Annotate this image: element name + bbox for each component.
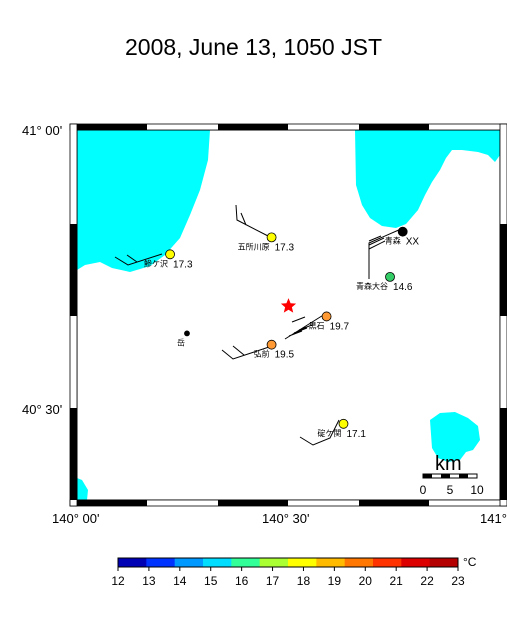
station-name: 青森大谷	[356, 281, 388, 291]
station-marker: 五所川原 17.3	[238, 232, 295, 253]
station-name: 弘前	[254, 349, 270, 359]
temperature-colorbar: 12 13 14 15 16 17 18 19 20 21 22 23 °C	[111, 555, 476, 588]
station-marker: 青森大谷 14.6	[356, 271, 413, 293]
colorbar-segment	[203, 558, 232, 567]
station-dot	[165, 249, 175, 260]
station-value: 19.7	[330, 321, 350, 332]
map-title: 2008, June 13, 1050 JST	[124, 34, 383, 60]
station-name: 鰺ケ沢	[144, 258, 168, 268]
colorbar-segment	[231, 558, 261, 567]
colorbar-tick-label: 17	[266, 574, 280, 588]
scale-bar: km 0 5 10	[420, 453, 484, 497]
water	[77, 130, 500, 500]
station-dot	[321, 311, 332, 322]
station-dot	[266, 232, 277, 243]
colorbar-segment	[146, 558, 176, 567]
station-dot	[184, 330, 190, 337]
colorbar-tick-label: 19	[328, 574, 342, 588]
station-value: 19.5	[275, 350, 295, 361]
station-dot	[338, 418, 349, 429]
lon-label-141: 141°	[480, 511, 507, 526]
colorbar-segment	[373, 558, 402, 567]
colorbar-unit: °C	[463, 555, 477, 569]
station-value: 17.3	[275, 242, 295, 253]
station-dot	[385, 271, 395, 282]
colorbar-tick-label: 14	[173, 574, 187, 588]
station-value: XX	[406, 237, 420, 248]
epicenter-star-icon	[280, 298, 297, 313]
scale-tick-10: 10	[470, 483, 484, 497]
colorbar-tick-label: 23	[451, 574, 465, 588]
lon-label-140: 140° 00'	[52, 511, 99, 526]
scale-tick-0: 0	[420, 483, 427, 497]
colorbar-gradient	[118, 558, 459, 567]
colorbar-segment	[429, 558, 459, 567]
station-name: 碇ケ関	[317, 428, 341, 438]
colorbar-ticks: 12 13 14 15 16 17 18 19 20 21 22 23	[111, 567, 465, 588]
colorbar-tick-label: 22	[420, 574, 434, 588]
station-marker: 岳	[177, 330, 190, 347]
station-name: 岳	[177, 337, 185, 347]
station-marker: 青森 XX	[385, 226, 420, 248]
lat-label-41: 41° 00'	[22, 123, 62, 138]
scale-unit: km	[435, 453, 462, 475]
station-marker: 黒石 19.7	[309, 311, 350, 332]
lon-label-140-30: 140° 30'	[262, 511, 309, 526]
station-name: 黒石	[309, 321, 325, 330]
colorbar-segment	[174, 558, 204, 567]
station-value: 14.6	[393, 282, 413, 293]
stations-layer: 五所川原 17.3 鰺ケ沢 17.3 青森 XX 青森大谷 14.6 黒石 19.7 弘前 19.5 碇…	[144, 226, 420, 440]
colorbar-segment	[288, 558, 317, 567]
station-value: 17.1	[346, 429, 366, 440]
colorbar-segment	[316, 558, 346, 567]
scale-tick-5: 5	[447, 483, 454, 497]
station-dot	[266, 339, 277, 350]
lat-label-40-30: 40° 30'	[22, 402, 62, 417]
colorbar-tick-label: 18	[297, 574, 311, 588]
colorbar-segment	[259, 558, 289, 567]
colorbar-tick-label: 13	[142, 574, 156, 588]
station-marker: 碇ケ関 17.1	[317, 418, 366, 440]
colorbar-tick-label: 16	[235, 574, 249, 588]
map-frame	[69, 123, 507, 507]
station-name: 五所川原	[238, 241, 270, 251]
wind-barbs	[114, 204, 402, 446]
station-marker: 弘前 19.5	[254, 339, 295, 361]
station-name: 青森	[385, 236, 401, 246]
colorbar-segment	[344, 558, 374, 567]
station-dot	[397, 226, 408, 237]
colorbar-tick-label: 15	[204, 574, 218, 588]
colorbar-tick-label: 12	[111, 574, 125, 588]
station-marker: 鰺ケ沢 17.3	[144, 249, 193, 270]
colorbar-tick-label: 21	[390, 574, 404, 588]
colorbar-segment	[118, 558, 147, 567]
colorbar-tick-label: 20	[359, 574, 373, 588]
colorbar-segment	[401, 558, 431, 567]
station-value: 17.3	[173, 259, 193, 270]
